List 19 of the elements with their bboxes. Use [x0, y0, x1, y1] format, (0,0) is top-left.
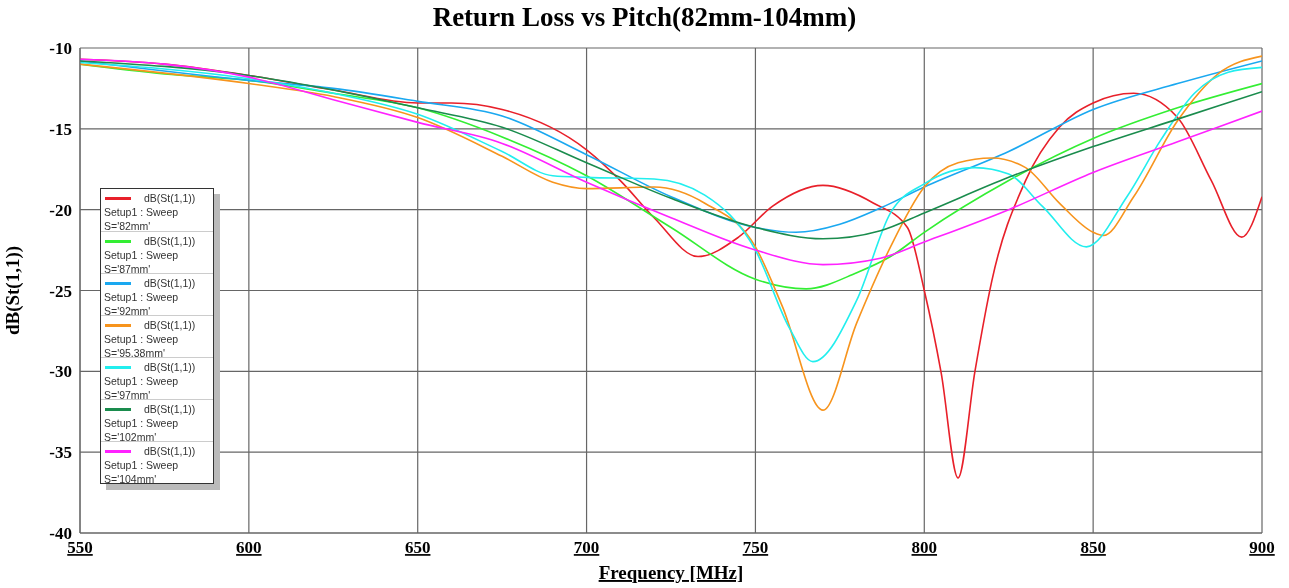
y-axis-title: dB(St(1,1))	[1, 245, 24, 336]
y-tick-label: -30	[49, 362, 72, 382]
x-axis-title: Frequency [MHz]	[598, 562, 744, 583]
y-tick-label: -20	[49, 200, 72, 220]
x-tick-label: 800	[911, 538, 938, 558]
y-tick-label: -10	[49, 39, 72, 59]
legend-label: dB(St(1,1)) Setup1 : Sweep S='104mm'	[104, 444, 210, 486]
y-tick-label: -15	[49, 119, 72, 139]
x-tick-label: 900	[1249, 538, 1275, 558]
x-tick-label: 750	[742, 538, 769, 558]
x-tick-label: 650	[404, 538, 431, 558]
line-series	[80, 61, 1262, 363]
chart-title: Return Loss vs Pitch(82mm-104mm)	[431, 2, 858, 33]
x-tick-label: 850	[1080, 538, 1106, 558]
y-tick-label: -35	[49, 443, 72, 463]
x-tick-label: 700	[573, 538, 600, 558]
x-tick-label: 600	[236, 538, 262, 558]
x-tick-label: 550	[67, 538, 93, 558]
y-tick-label: -25	[49, 281, 72, 301]
